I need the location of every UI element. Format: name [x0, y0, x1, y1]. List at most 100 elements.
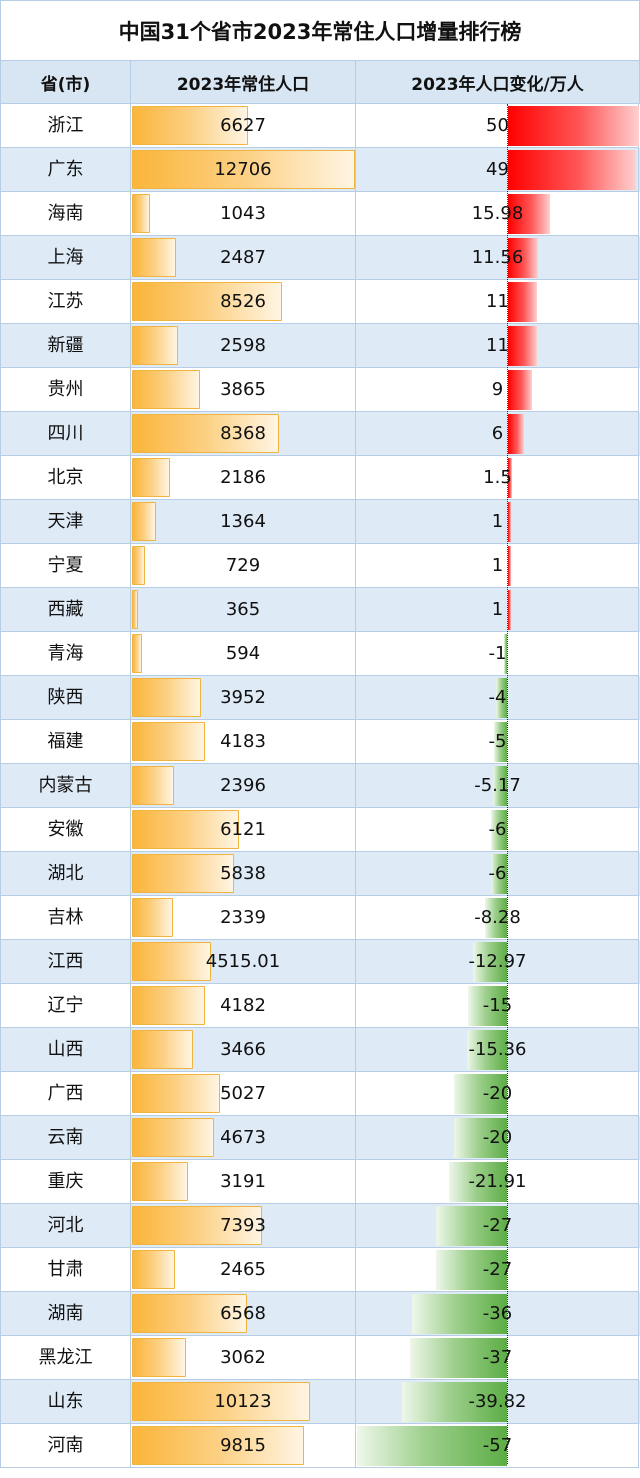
decrease-bar: [357, 1426, 507, 1466]
province-cell: 西藏: [0, 588, 131, 632]
table-row: 吉林 2339 -8.28: [0, 896, 640, 940]
population-value: 10123: [214, 1391, 272, 1412]
change-value: -57: [482, 1435, 513, 1456]
change-value: -39.82: [468, 1391, 527, 1412]
change-value: 1: [491, 599, 504, 620]
population-bar: [132, 1426, 304, 1465]
decrease-bar: [467, 1030, 507, 1070]
population-cell: 4515.01: [131, 940, 356, 984]
province-cell: 福建: [0, 720, 131, 764]
change-cell: -36: [356, 1292, 639, 1336]
change-cell: -15: [356, 984, 639, 1028]
table-row: 江西 4515.01 -12.97: [0, 940, 640, 984]
change-cell: -20: [356, 1072, 639, 1116]
change-value: -20: [482, 1127, 513, 1148]
province-cell: 广西: [0, 1072, 131, 1116]
change-cell: -27: [356, 1248, 639, 1292]
table-row: 云南 4673 -20: [0, 1116, 640, 1160]
province-cell: 广东: [0, 148, 131, 192]
increase-bar: [508, 326, 537, 366]
increase-bar: [508, 150, 636, 190]
table-row: 新疆 2598 11: [0, 324, 640, 368]
table-row: 青海 594 -1: [0, 632, 640, 676]
population-cell: 6121: [131, 808, 356, 852]
population-value: 3865: [220, 379, 266, 400]
change-value: -15.36: [468, 1039, 527, 1060]
table-row: 天津 1364 1: [0, 500, 640, 544]
decrease-bar: [473, 942, 507, 982]
decrease-bar: [494, 722, 507, 762]
province-cell: 湖南: [0, 1292, 131, 1336]
population-cell: 5027: [131, 1072, 356, 1116]
change-value: -36: [482, 1303, 513, 1324]
population-value: 4673: [220, 1127, 266, 1148]
change-cell: -15.36: [356, 1028, 639, 1072]
change-cell: 6: [356, 412, 639, 456]
change-cell: 11: [356, 280, 639, 324]
population-cell: 10123: [131, 1380, 356, 1424]
change-cell: -5: [356, 720, 639, 764]
province-cell: 重庆: [0, 1160, 131, 1204]
province-cell: 新疆: [0, 324, 131, 368]
change-cell: -57: [356, 1424, 639, 1468]
table-row: 宁夏 729 1: [0, 544, 640, 588]
population-value: 4183: [220, 731, 266, 752]
population-value: 5027: [220, 1083, 266, 1104]
province-cell: 海南: [0, 192, 131, 236]
population-cell: 2487: [131, 236, 356, 280]
population-bar: [132, 1118, 214, 1157]
province-name: 广西: [47, 1083, 84, 1104]
province-name: 山东: [47, 1391, 84, 1412]
province-name: 安徽: [47, 819, 84, 840]
province-cell: 天津: [0, 500, 131, 544]
zero-axis-line: [507, 104, 508, 1464]
population-bar: [132, 590, 138, 629]
population-bar: [132, 810, 239, 849]
population-cell: 4673: [131, 1116, 356, 1160]
population-bar: [132, 1206, 262, 1245]
province-name: 河南: [47, 1435, 84, 1456]
population-value: 12706: [214, 159, 272, 180]
population-cell: 8526: [131, 280, 356, 324]
change-value: -37: [482, 1347, 513, 1368]
change-value: -6: [488, 819, 507, 840]
change-cell: -6: [356, 808, 639, 852]
province-cell: 宁夏: [0, 544, 131, 588]
change-value: -5: [488, 731, 507, 752]
population-bar: [132, 942, 211, 981]
province-name: 河北: [47, 1215, 84, 1236]
population-cell: 1364: [131, 500, 356, 544]
decrease-bar: [496, 678, 507, 718]
province-name: 云南: [47, 1127, 84, 1148]
change-value: 11: [486, 335, 509, 356]
province-cell: 陕西: [0, 676, 131, 720]
population-cell: 8368: [131, 412, 356, 456]
population-value: 6121: [220, 819, 266, 840]
change-value: -20: [482, 1083, 513, 1104]
table-title: 中国31个省市2023年常住人口增量排行榜: [0, 0, 640, 61]
population-bar: [132, 370, 200, 409]
change-cell: -1: [356, 632, 639, 676]
population-cell: 6568: [131, 1292, 356, 1336]
province-name: 贵州: [47, 379, 84, 400]
change-value: 49: [486, 159, 509, 180]
population-cell: 594: [131, 632, 356, 676]
population-cell: 3062: [131, 1336, 356, 1380]
population-cell: 2396: [131, 764, 356, 808]
table-row: 海南 1043 15.98: [0, 192, 640, 236]
population-cell: 12706: [131, 148, 356, 192]
change-cell: 11.56: [356, 236, 639, 280]
province-cell: 辽宁: [0, 984, 131, 1028]
change-cell: 1: [356, 588, 639, 632]
population-value: 5838: [220, 863, 266, 884]
population-value: 2396: [220, 775, 266, 796]
population-value: 1364: [220, 511, 266, 532]
province-name: 北京: [47, 467, 84, 488]
change-value: 1: [491, 511, 504, 532]
change-value: 6: [491, 423, 504, 444]
population-value: 7393: [220, 1215, 266, 1236]
population-bar: [132, 898, 173, 937]
table-row: 广东 12706 49: [0, 148, 640, 192]
decrease-bar: [449, 1162, 507, 1202]
table-row: 贵州 3865 9: [0, 368, 640, 412]
